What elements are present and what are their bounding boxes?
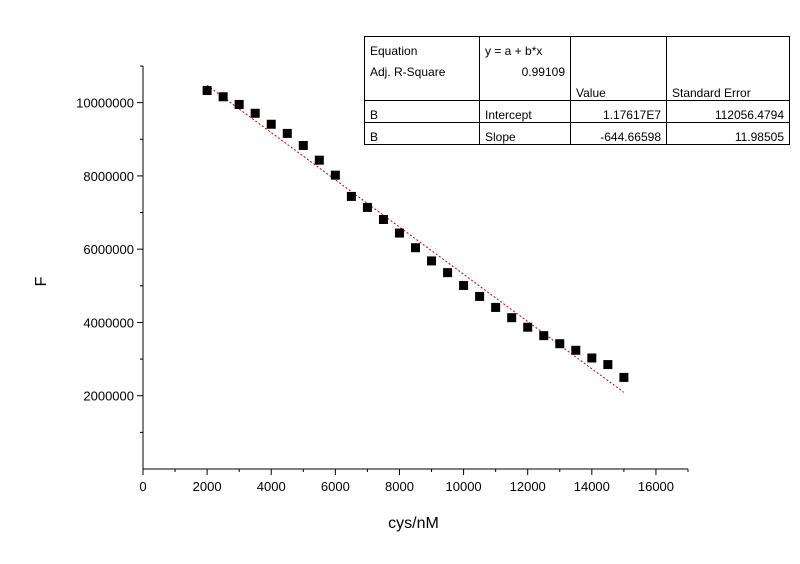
data-point — [314, 155, 324, 165]
table-cell: 0.99109 — [479, 58, 571, 79]
y-tick-label: 4000000 — [83, 315, 134, 330]
x-tick-label: 0 — [139, 479, 146, 494]
data-point — [346, 191, 356, 201]
table-cell: 11.98505 — [666, 122, 790, 145]
table-cell — [570, 36, 667, 58]
table-cell — [364, 79, 480, 101]
table-row: Adj. R-Square 0.99109 — [364, 58, 790, 79]
data-point — [298, 141, 308, 151]
y-tick-label: 2000000 — [83, 389, 134, 404]
table-cell: Equation — [364, 36, 480, 58]
y-axis-title: F — [33, 276, 50, 286]
data-point — [411, 243, 420, 253]
y-tick-label: 8000000 — [83, 169, 134, 184]
x-tick-label: 4000 — [257, 479, 286, 494]
data-point — [571, 345, 581, 355]
table-row: Value Standard Error — [364, 79, 790, 101]
data-point — [475, 291, 485, 301]
table-cell: B — [364, 100, 480, 123]
y-tick-label: 6000000 — [83, 242, 134, 257]
x-tick-label: 14000 — [574, 479, 610, 494]
table-cell: B — [364, 122, 480, 145]
table-cell — [570, 58, 667, 79]
x-tick-label: 2000 — [193, 479, 222, 494]
x-tick-label: 6000 — [321, 479, 350, 494]
axis-labels: cys/nM F — [33, 276, 439, 532]
data-point — [427, 256, 437, 266]
y-tick-label: 10000000 — [76, 96, 134, 111]
x-axis-title: cys/nM — [388, 515, 439, 532]
table-row: B Intercept 1.17617E7 112056.4794 — [364, 100, 790, 123]
table-cell: -644.66598 — [570, 122, 667, 145]
data-point — [218, 92, 228, 102]
data-point — [539, 331, 549, 341]
data-point — [523, 322, 533, 332]
table-row: B Slope -644.66598 11.98505 — [364, 122, 790, 145]
axes: 0 2000 4000 6000 8000 10000 12000 14000 16000 200… — [76, 65, 689, 494]
data-point — [491, 302, 501, 312]
data-point — [266, 119, 276, 129]
table-cell: Standard Error — [666, 79, 790, 101]
data-point — [330, 170, 340, 180]
table-cell: Value — [570, 79, 667, 101]
table-cell — [666, 58, 790, 79]
table-row: Equation y = a + b*x — [364, 36, 790, 58]
data-point — [394, 228, 404, 238]
data-point — [555, 339, 565, 349]
data-point — [603, 360, 613, 370]
table-cell: 112056.4794 — [666, 100, 790, 123]
data-point — [282, 128, 292, 138]
data-point — [378, 215, 388, 225]
table-cell — [479, 79, 571, 101]
table-cell: 1.17617E7 — [570, 100, 667, 123]
data-point — [587, 353, 597, 363]
x-tick-label: 12000 — [510, 479, 546, 494]
data-point — [619, 372, 629, 382]
table-cell — [666, 36, 790, 58]
data-point — [202, 86, 212, 96]
table-cell: Adj. R-Square — [364, 58, 480, 79]
fit-results-table: Equation y = a + b*x Adj. R-Square 0.991… — [364, 36, 790, 145]
data-point — [234, 99, 244, 109]
x-tick-label: 16000 — [638, 479, 674, 494]
data-points — [202, 86, 629, 382]
data-point — [459, 280, 469, 290]
table-cell: Slope — [479, 122, 571, 145]
data-point — [250, 108, 260, 118]
table-cell: Intercept — [479, 100, 571, 123]
x-tick-label: 8000 — [385, 479, 414, 494]
data-point — [362, 202, 372, 212]
table-cell: y = a + b*x — [479, 36, 571, 58]
data-point — [507, 313, 517, 323]
data-point — [443, 268, 453, 278]
x-tick-label: 10000 — [446, 479, 482, 494]
